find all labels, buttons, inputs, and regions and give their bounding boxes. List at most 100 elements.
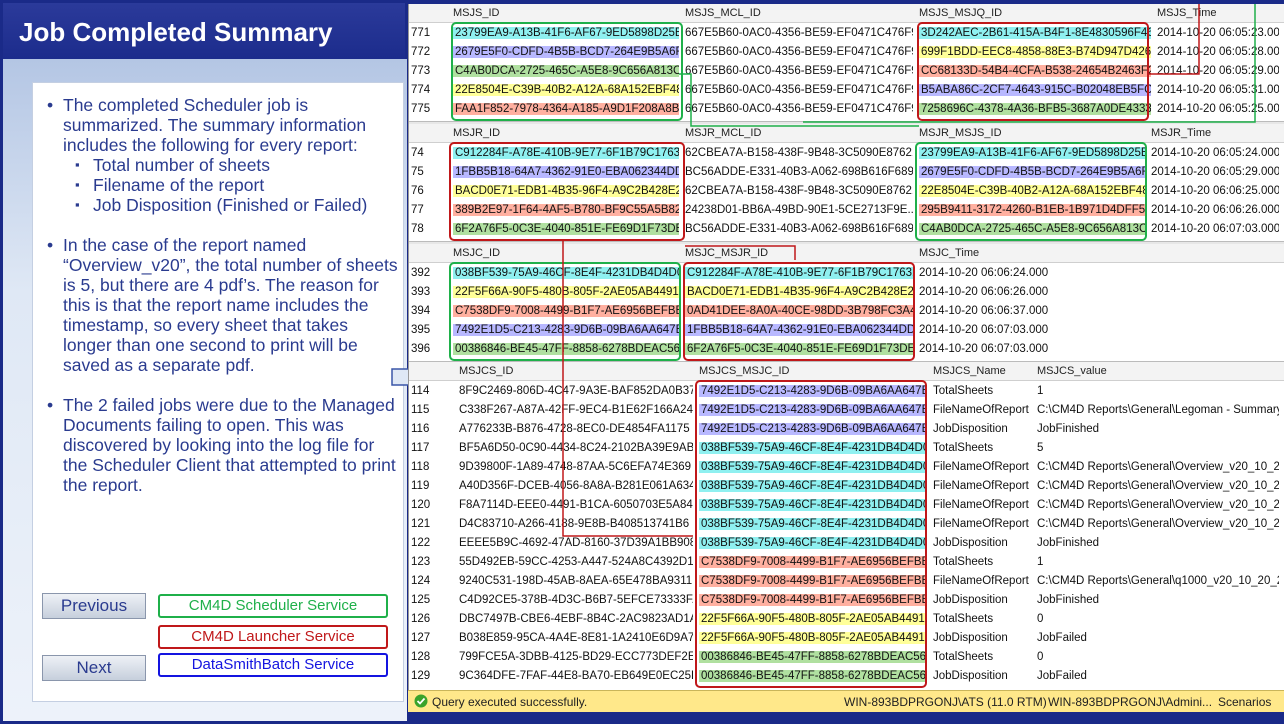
table-cell: 038BF539-75A9-46CF-8E4F-4231DB4D4D07 [699,537,927,549]
table-cell: 22E8504E-C39B-40B2-A12A-68A152EBF486 [453,84,679,96]
row-number: 395 [411,324,431,336]
row-number: 127 [411,632,431,644]
table-row[interactable]: 77 389B2E97-1F64-4AF5-B780-BF9C55A5B828 24… [409,201,1284,220]
row-number: 119 [411,480,430,492]
table-cell: 038BF539-75A9-46CF-8E4F-4231DB4D4D07 [699,461,927,473]
table-row[interactable]: 771 23799EA9-A13B-41F6-AF67-9ED5898D25B8 6… [409,24,1284,43]
column-header: MSJC_ID [453,247,501,259]
row-number: 123 [411,556,431,568]
row-number: 393 [411,286,431,298]
table-cell: JobFailed [1037,670,1087,682]
table-cell: F8A7114D-EEE0-4491-B1CA-6050703E5A84 [459,499,693,511]
row-number: 125 [411,594,431,606]
table-row[interactable]: 127 B038E859-95CA-4A4E-8E81-1A2410E6D9A7 2… [409,629,1284,648]
row-number: 117 [411,442,430,454]
table-cell: JobFinished [1037,537,1100,549]
table-cell: BF5A6D50-0C90-4434-8C24-2102BA39E9AB [459,442,693,454]
table-row[interactable]: 772 2679E5F0-CDFD-4B5B-BCD7-264E9B5A6F74 6… [409,43,1284,62]
next-button[interactable]: Next [42,655,146,681]
row-number: 120 [411,499,431,511]
table-row[interactable]: 122 EEEE5B9C-4692-47AD-8160-37D39A1BB908 0… [409,534,1284,553]
row-number: 774 [411,84,431,96]
table-cell: 2014-10-20 06:06:37.000 [919,305,1049,317]
table-row[interactable]: 114 8F9C2469-806D-4C47-9A3E-BAF852DA0B37 7… [409,382,1284,401]
table-cell: 00386846-BE45-47FF-8858-6278BDEAC563 [699,670,927,682]
column-header: MSJCS_ID [459,365,514,377]
column-header: MSJC_Time [919,247,980,259]
table-row[interactable]: 393 22F5F66A-90F5-480B-805F-2AE05AB4491B B… [409,283,1284,302]
table-cell: 295B9411-3172-4260-B1EB-1B971D4DFF5C [919,204,1145,216]
table-row[interactable]: 775 FAA1F852-7978-4364-A185-A9D1F208A8B2 6… [409,100,1284,119]
grid-msjr: MSJR_ID MSJR_MCL_ID MSJR_MSJS_ID MSJR_Time 7… [409,124,1284,239]
table-cell: 038BF539-75A9-46CF-8E4F-4231DB4D4D07 [699,442,927,454]
table-cell: 2014-10-20 06:05:25.000 [1157,103,1279,115]
table-row[interactable]: 774 22E8504E-C39B-40B2-A12A-68A152EBF486 6… [409,81,1284,100]
table-row[interactable]: 121 D4C83710-A266-4188-9E8B-B408513741B6 0… [409,515,1284,534]
table-cell: 2014-10-20 06:07:03.000 [1151,223,1279,235]
table-row[interactable]: 125 C4D92CE5-378B-4D3C-B6B7-5EFCE73333FA C… [409,591,1284,610]
table-cell: JobDisposition [933,670,1008,682]
table-cell: JobDisposition [933,537,1008,549]
row-number: 116 [411,423,430,435]
table-row[interactable]: 129 9C364DFE-7FAF-44E8-BA70-EB649E0EC25F 0… [409,667,1284,686]
table-row[interactable]: 395 7492E1D5-C213-4283-9D6B-09BA6AA647B1 1… [409,321,1284,340]
table-row[interactable]: 78 6F2A76F5-0C3E-4040-851E-FE69D1F73DE7 BC… [409,220,1284,239]
row-number: 129 [411,670,431,682]
table-row[interactable]: 120 F8A7114D-EEE0-4491-B1CA-6050703E5A84 0… [409,496,1284,515]
table-row[interactable]: 115 C338F267-A87A-42FF-9EC4-B1E62F166A24 7… [409,401,1284,420]
table-cell: 038BF539-75A9-46CF-8E4F-4231DB4D4D07 [699,518,927,530]
table-row[interactable]: 119 A40D356F-DCEB-4056-8A8A-B281E061A634 0… [409,477,1284,496]
table-cell: 7492E1D5-C213-4283-9D6B-09BA6AA647B1 [699,404,927,416]
table-row[interactable]: 128 799FCE5A-3DBB-4125-BD29-ECC773DEF2EC 0… [409,648,1284,667]
table-cell: 1FBB5B18-64A7-4362-91E0-EBA062344DDE [685,324,913,336]
table-cell: 6F2A76F5-0C3E-4040-851E-FE69D1F73DE7 [453,223,679,235]
table-row[interactable]: 392 038BF539-75A9-46CF-8E4F-4231DB4D4D07 C… [409,264,1284,283]
table-cell: 2014-10-20 06:07:03.000 [919,324,1049,336]
row-number: 394 [411,305,431,317]
table-cell: C:\CM4D Reports\General\q1000_v20_10_20_… [1037,575,1279,587]
table-cell: 9240C531-198D-45AB-8AEA-65E478BA9311 [459,575,693,587]
table-cell: CC68133D-54B4-4CFA-B538-24654B2463F2 [919,65,1151,77]
table-cell: 0 [1037,651,1044,663]
table-row[interactable]: 123 55D492EB-59CC-4253-A447-524A8C4392D1 C… [409,553,1284,572]
table-cell: 2014-10-20 06:06:26.000 [1151,204,1279,216]
table-cell: C7538DF9-7008-4499-B1F7-AE6956BEFBB2 [699,556,927,568]
bullet-text: In the case of the report named “Overvie… [63,235,398,375]
table-cell: 1FBB5B18-64A7-4362-91E0-EBA062344DDE [453,166,679,178]
table-row[interactable]: 117 BF5A6D50-0C90-4434-8C24-2102BA39E9AB 0… [409,439,1284,458]
table-row[interactable]: 74 C912284F-A78E-410B-9E77-6F1B79C17631 62… [409,144,1284,163]
table-cell: 1 [1037,556,1044,568]
table-cell: FileNameOfReport [933,404,1029,416]
table-cell: FileNameOfReport [933,575,1029,587]
table-cell: C338F267-A87A-42FF-9EC4-B1E62F166A24 [459,404,693,416]
table-row[interactable]: 116 A776233B-B876-4728-8EC0-DE4854FA1175 7… [409,420,1284,439]
table-row[interactable]: 118 9D39800F-1A89-4748-87AA-5C6EFA74E369 0… [409,458,1284,477]
table-row[interactable]: 76 BACD0E71-EDB1-4B35-96F4-A9C2B428E254 62… [409,182,1284,201]
table-cell: 2014-10-20 06:06:26.000 [919,286,1049,298]
row-number: 78 [411,223,424,235]
sub-bullet-list: Total number of sheetsFilename of the re… [75,155,399,215]
table-cell: 24238D01-BB6A-49BD-90E1-5CE2713F9E... [685,204,913,216]
table-cell: 8F9C2469-806D-4C47-9A3E-BAF852DA0B37 [459,385,693,397]
sub-bullet-item: Filename of the report [75,175,399,195]
table-cell: 2014-10-20 06:06:25.000 [1151,185,1279,197]
table-cell: TotalSheets [933,556,994,568]
table-cell: 22F5F66A-90F5-480B-805F-2AE05AB4491B [453,286,679,298]
table-row[interactable]: 75 1FBB5B18-64A7-4362-91E0-EBA062344DDE BC… [409,163,1284,182]
table-cell: BACD0E71-EDB1-4B35-96F4-A9C2B428E254 [685,286,913,298]
row-number: 126 [411,613,431,625]
previous-button[interactable]: Previous [42,593,146,619]
grid-msjs: MSJS_ID MSJS_MCL_ID MSJS_MSJQ_ID MSJS_Time 7… [409,4,1284,119]
table-cell: 62CBEA7A-B158-438F-9B48-3C5090E87621 [685,185,913,197]
table-row[interactable]: 126 DBC7497B-CBE6-4EBF-8B4C-2AC9823AD1AA 2… [409,610,1284,629]
column-header: MSJS_ID [453,7,500,19]
column-header: MSJS_MSJQ_ID [919,7,1003,19]
table-row[interactable]: 394 C7538DF9-7008-4499-B1F7-AE6956BEFBB2 0… [409,302,1284,321]
table-cell: BC56ADDE-E331-40B3-A062-698B616F6890 [685,223,913,235]
table-row[interactable]: 396 00386846-BE45-47FF-8858-6278BDEAC563 6… [409,340,1284,359]
bullet-item: The completed Scheduler job is summarize… [47,95,399,215]
table-row[interactable]: 773 C4AB0DCA-2725-465C-A5E8-9C656A813C4C 6… [409,62,1284,81]
table-cell: 667E5B60-0AC0-4356-BE59-EF0471C476F9 [685,46,913,58]
row-number: 775 [411,103,431,115]
table-row[interactable]: 124 9240C531-198D-45AB-8AEA-65E478BA9311 C… [409,572,1284,591]
